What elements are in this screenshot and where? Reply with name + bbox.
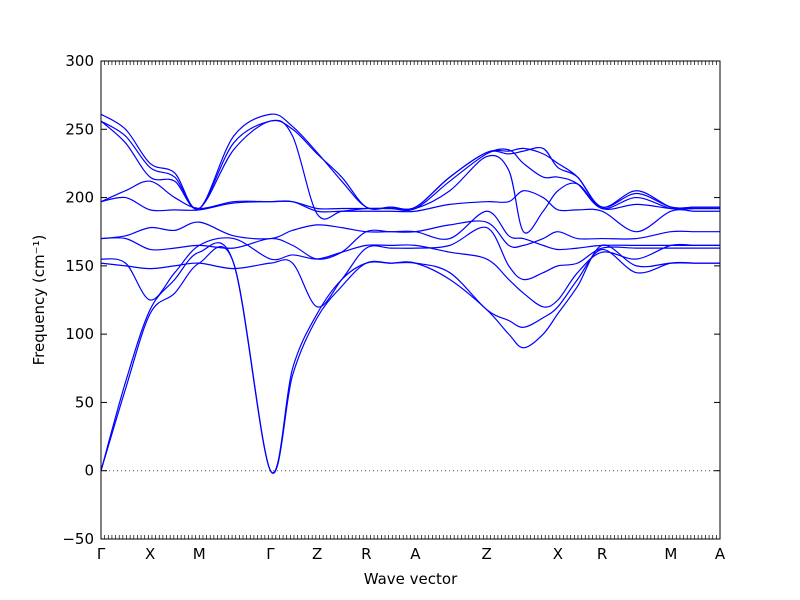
x-tick-label: Z: [312, 545, 322, 563]
phonon-bands: [100, 113, 720, 474]
x-tick-label: X: [553, 545, 563, 563]
x-tick-label: R: [597, 545, 607, 563]
y-tick-label: 150: [65, 257, 94, 275]
x-tick-label: A: [715, 545, 726, 563]
y-tick-label: 250: [65, 120, 94, 138]
y-axis-ticks: −50 0 50 100 150 200 250 300: [62, 52, 720, 548]
band-line-4: [100, 226, 720, 308]
y-tick-label: 300: [65, 52, 94, 70]
band-line-2: [100, 242, 720, 474]
y-tick-label: −50: [62, 530, 94, 548]
y-tick-label: 50: [75, 393, 94, 411]
x-tick-label: Γ: [97, 545, 106, 563]
x-tick-label: M: [193, 545, 206, 563]
x-tick-label: M: [664, 545, 677, 563]
band-line-6: [100, 220, 720, 248]
y-tick-label: 100: [65, 325, 94, 343]
y-axis-label: Frequency (cm⁻¹): [30, 235, 48, 366]
band-line-7: [100, 190, 720, 233]
x-tick-label: X: [145, 545, 155, 563]
x-axis-label: Wave vector: [364, 570, 458, 588]
plot-area: [100, 113, 720, 474]
x-tick-label: Γ: [266, 545, 275, 563]
band-line-11: [100, 113, 720, 210]
x-tick-label: A: [410, 545, 421, 563]
x-tick-label: R: [361, 545, 371, 563]
x-tick-label: Z: [482, 545, 492, 563]
plot-frame: [100, 60, 721, 540]
y-tick-label: 200: [65, 189, 94, 207]
y-tick-label: 0: [84, 462, 94, 480]
